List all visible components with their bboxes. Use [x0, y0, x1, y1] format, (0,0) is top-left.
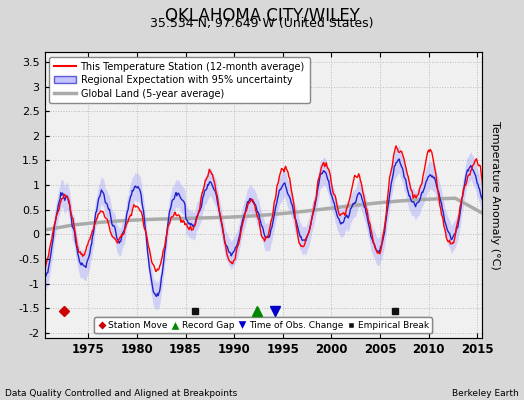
Legend: Station Move, Record Gap, Time of Obs. Change, Empirical Break: Station Move, Record Gap, Time of Obs. C…	[94, 317, 432, 334]
Text: Data Quality Controlled and Aligned at Breakpoints: Data Quality Controlled and Aligned at B…	[5, 389, 237, 398]
Text: 35.534 N, 97.649 W (United States): 35.534 N, 97.649 W (United States)	[150, 17, 374, 30]
Y-axis label: Temperature Anomaly (°C): Temperature Anomaly (°C)	[490, 121, 500, 269]
Text: Berkeley Earth: Berkeley Earth	[452, 389, 519, 398]
Text: OKLAHOMA CITY/WILEY: OKLAHOMA CITY/WILEY	[165, 6, 359, 24]
